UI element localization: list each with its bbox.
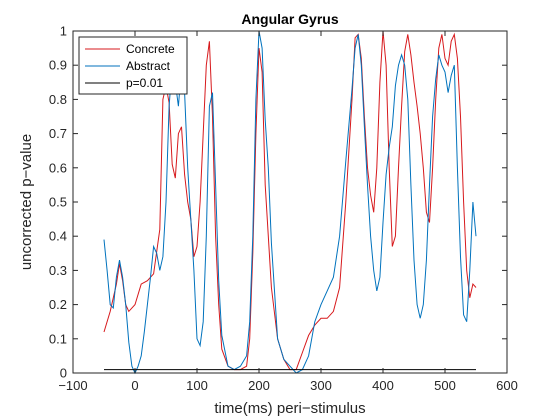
x-tick-label: 100: [186, 378, 208, 393]
y-tick-label: 0: [60, 366, 67, 381]
y-tick-label: 0.8: [49, 92, 67, 107]
series-line-1: [103, 30, 477, 371]
x-tick-label: 400: [372, 378, 394, 393]
x-tick-label: 500: [434, 378, 456, 393]
y-tick-label: 0.5: [49, 195, 67, 210]
y-tick-label: 0.1: [49, 331, 67, 346]
y-tick-label: 0.3: [49, 263, 67, 278]
x-tick-label: −100: [58, 378, 87, 393]
y-axis-title: uncorrected p−value: [18, 134, 35, 270]
legend-label: Abstract: [126, 59, 171, 73]
x-axis-title: time(ms) peri−stimulus: [214, 400, 365, 417]
legend[interactable]: Concrete Abstract p=0.01: [78, 36, 188, 95]
x-tick-label: 600: [496, 378, 518, 393]
y-tick-label: 0.6: [49, 160, 67, 175]
x-tick-label: 0: [131, 378, 138, 393]
legend-label: Concrete: [126, 42, 175, 56]
y-tick-label: 0.4: [49, 229, 67, 244]
tick-layer: −100 0 100 200 300 400 500 60000.10.20.30.40.50…: [49, 24, 518, 394]
legend-label: p=0.01: [126, 76, 163, 90]
y-tick-label: 0.9: [49, 58, 67, 73]
y-tick-label: 0.7: [49, 126, 67, 141]
x-tick-label: 200: [248, 378, 270, 393]
series-layer: [103, 30, 477, 375]
chart-title: Angular Gyrus: [241, 11, 338, 27]
y-tick-label: 1: [60, 24, 67, 39]
y-tick-label: 0.2: [49, 297, 67, 312]
x-tick-label: 300: [310, 378, 332, 393]
series-line-2: [103, 30, 477, 375]
